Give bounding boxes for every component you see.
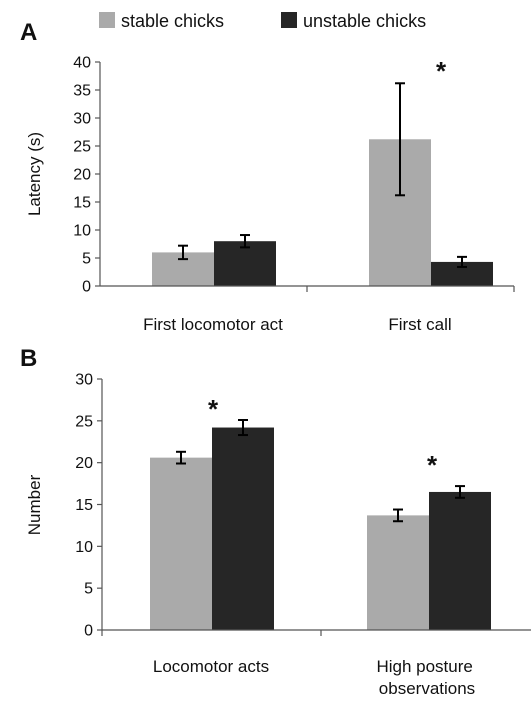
panel-b-significance-star: *	[208, 394, 219, 424]
legend: stable chicks unstable chicks	[99, 11, 426, 31]
bar	[367, 515, 429, 630]
panel-b-category-label: Locomotor acts	[153, 657, 269, 676]
y-tick-label: 5	[84, 581, 93, 598]
bar	[212, 427, 274, 630]
legend-label-unstable: unstable chicks	[303, 11, 426, 31]
legend-swatch-stable	[99, 12, 115, 28]
panel-a-ylabel: Latency (s)	[25, 132, 44, 216]
bar	[214, 241, 276, 286]
y-tick-label: 20	[75, 455, 93, 472]
y-tick-label: 15	[75, 497, 93, 514]
panel-a: A Latency (s) 0 5 10 15 20 25 30 35 40 First loc…	[20, 19, 515, 334]
panel-b-significance-star: *	[427, 450, 438, 480]
y-tick-label: 25	[75, 413, 93, 430]
panel-b-ylabel: Number	[25, 474, 44, 535]
y-tick-label: 30	[75, 372, 93, 389]
legend-swatch-unstable	[281, 12, 297, 28]
panel-a-error-bars	[178, 82, 467, 268]
panel-a-category-label: First locomotor act	[143, 315, 283, 334]
panel-b-category-label-line: High posture	[376, 657, 472, 676]
bar	[429, 491, 491, 630]
panel-a-bars	[152, 139, 493, 286]
y-tick-label: 25	[73, 139, 91, 156]
panel-a-y-axis: 0 5 10 15 20 25 30 35 40	[73, 55, 100, 296]
panel-b: B Number 0 5 10 15 20 25 30 Locomotor acts Hig…	[20, 345, 531, 698]
panel-a-letter: A	[20, 19, 37, 46]
y-tick-label: 0	[84, 623, 93, 640]
panel-b-category-label: High posture observations	[376, 657, 477, 698]
y-tick-label: 10	[73, 223, 91, 240]
y-tick-label: 15	[73, 195, 91, 212]
y-tick-label: 20	[73, 167, 91, 184]
legend-label-stable: stable chicks	[121, 11, 224, 31]
panel-b-y-axis: 0 5 10 15 20 25 30	[75, 372, 102, 640]
panel-a-significance-star: *	[436, 56, 447, 86]
panel-b-error-bars	[176, 418, 465, 523]
panel-b-bars	[150, 427, 491, 630]
panel-b-category-label-line: observations	[379, 679, 475, 698]
panel-b-letter: B	[20, 345, 37, 372]
y-tick-label: 40	[73, 55, 91, 72]
y-tick-label: 30	[73, 111, 91, 128]
y-tick-label: 35	[73, 83, 91, 100]
panel-a-category-label: First call	[388, 315, 451, 334]
bar	[150, 457, 212, 630]
y-tick-label: 10	[75, 539, 93, 556]
y-tick-label: 5	[82, 251, 91, 268]
y-tick-label: 0	[82, 279, 91, 296]
